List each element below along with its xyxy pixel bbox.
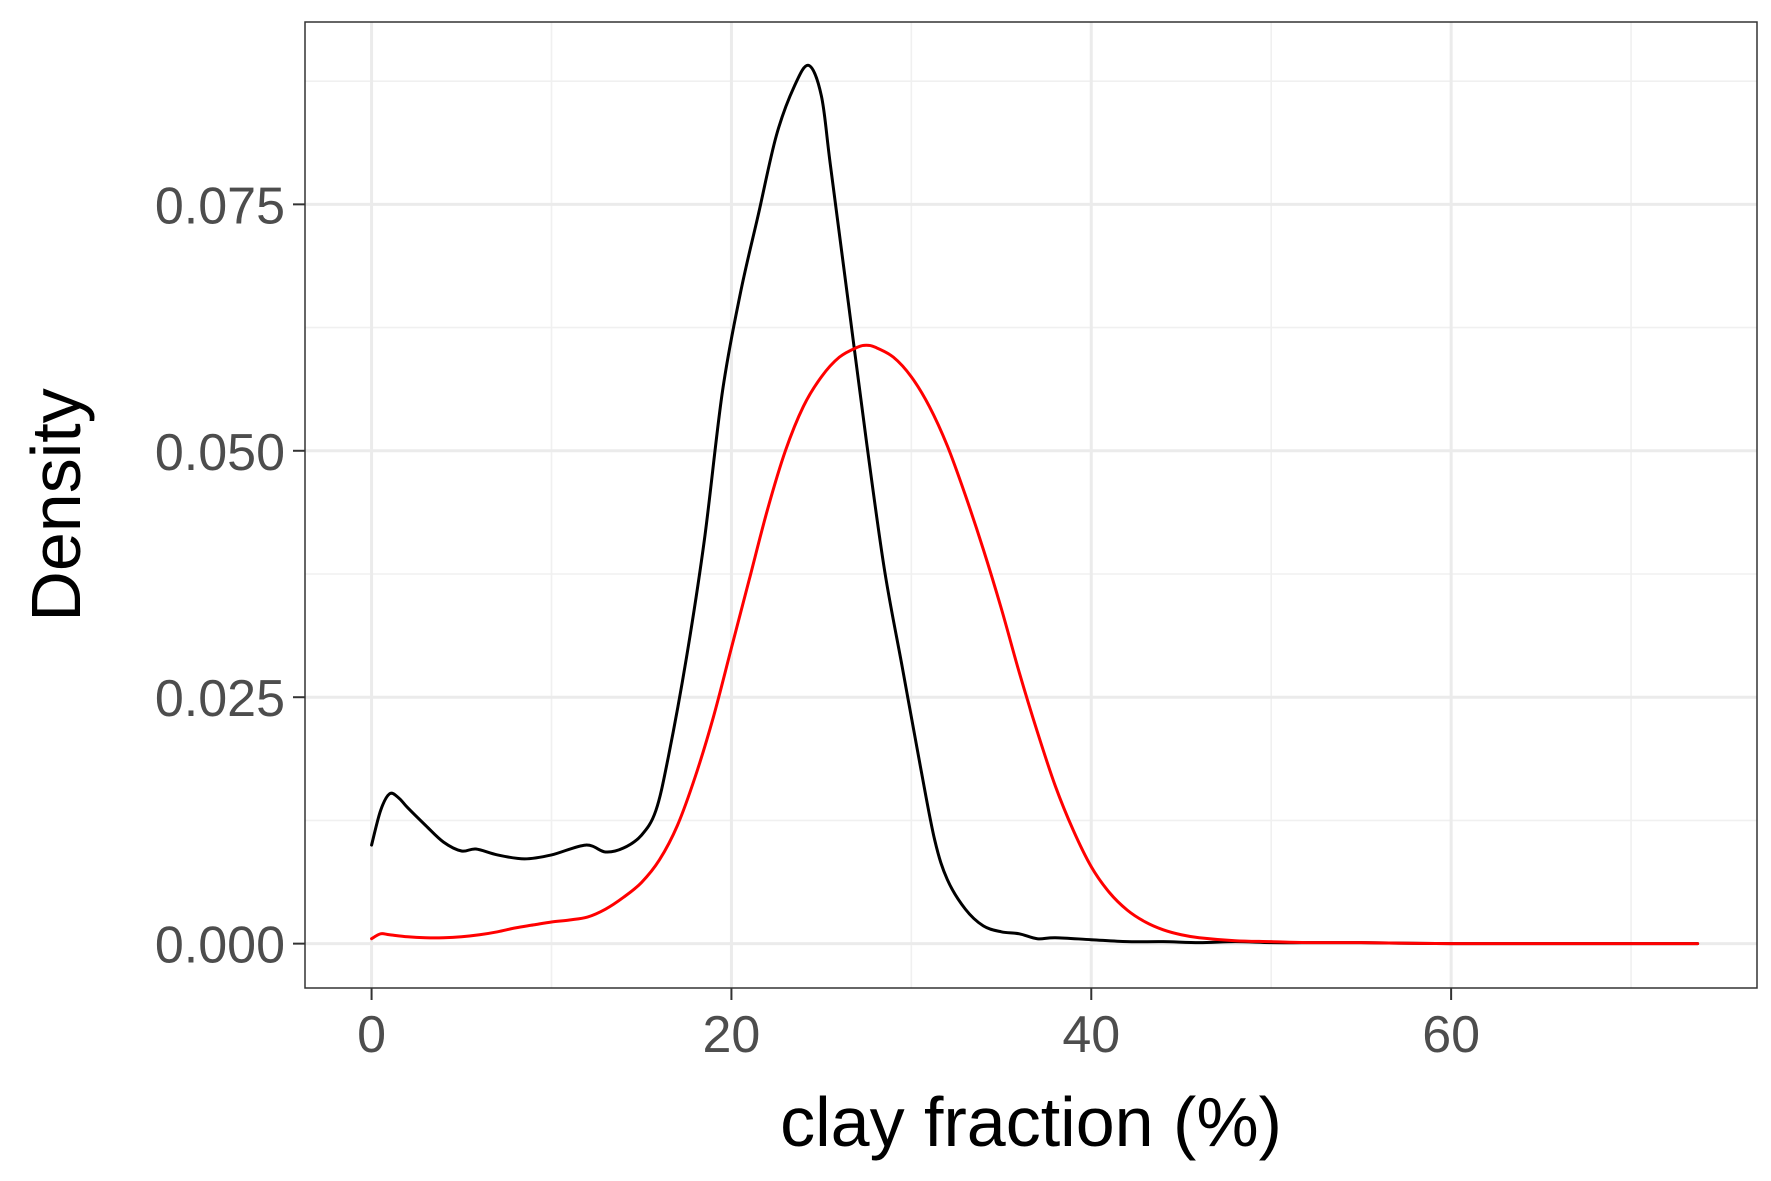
x-tick-label: 20	[703, 1006, 761, 1064]
y-axis: 0.000 0.025 0.050 0.075	[155, 177, 305, 975]
density-line-1	[370, 63, 1700, 946]
y-tick-label: 0.050	[155, 424, 285, 482]
y-tick-label: 0.000	[155, 917, 285, 975]
x-tick-label: 0	[357, 1006, 386, 1064]
y-tick-label: 0.025	[155, 670, 285, 728]
x-axis-title: clay fraction (%)	[780, 1083, 1282, 1161]
x-tick-label: 60	[1422, 1006, 1480, 1064]
grid-minor	[305, 22, 1757, 988]
series-layer	[370, 63, 1700, 946]
density-line-2	[370, 343, 1700, 946]
plot-border	[304, 21, 1758, 989]
x-tick-label: 40	[1062, 1006, 1120, 1064]
y-axis-title: Density	[17, 388, 95, 621]
x-axis: 0 20 40 60	[357, 988, 1480, 1064]
y-tick-label: 0.075	[155, 177, 285, 235]
plot-panel	[305, 22, 1757, 988]
